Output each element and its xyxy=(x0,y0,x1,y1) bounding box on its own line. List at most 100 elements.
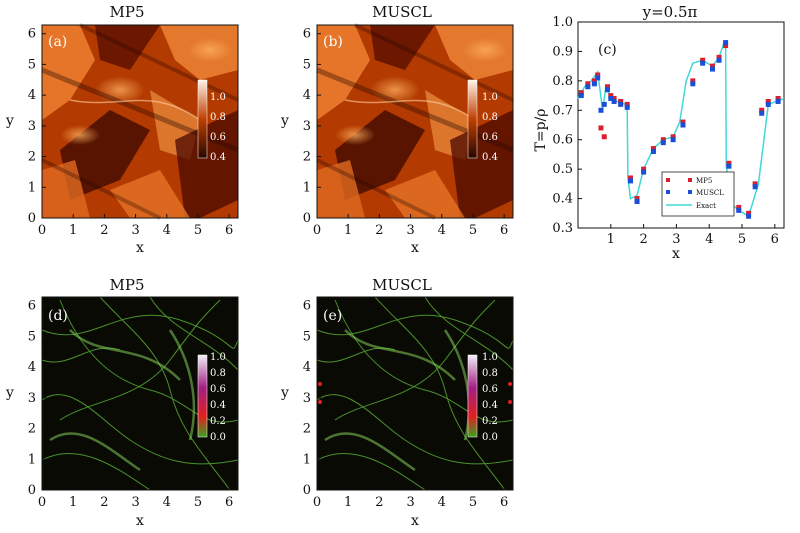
muscl-point xyxy=(680,122,686,128)
chart-ytick-label: 0.4 xyxy=(552,192,573,207)
panel-d-xtick-label: 1 xyxy=(69,495,77,510)
legend-marker-mp5 xyxy=(666,178,670,182)
panel-b-ytick-label: 5 xyxy=(303,57,311,72)
panel-e-xtick-label: 3 xyxy=(406,495,414,510)
panel-e-cbar-tick: 1.0 xyxy=(482,352,498,363)
mp5-point xyxy=(601,134,607,140)
chart-ytick-label: 1.0 xyxy=(552,15,573,30)
chart-ytick-label: 0.6 xyxy=(552,133,573,148)
panel-d-ytick-label: 4 xyxy=(28,360,36,375)
panel-b-frame xyxy=(316,24,514,219)
panel-a-ylabel: y xyxy=(5,113,14,129)
muscl-point xyxy=(608,96,614,102)
panel-d-title: MP5 xyxy=(110,276,145,294)
mp5-point xyxy=(716,54,722,60)
panel-a-ytick-label: 5 xyxy=(28,57,36,72)
panel-b-xlabel: x xyxy=(411,240,419,256)
panel-e-ytick-label: 2 xyxy=(303,422,311,437)
panel-a-ytick-label: 1 xyxy=(28,180,36,195)
mp5-point xyxy=(752,181,758,187)
panel-b-ytick-label: 2 xyxy=(303,150,311,165)
mp5-point xyxy=(578,90,584,96)
chart-panel-label: (c) xyxy=(598,42,617,58)
panel-b-xtick-label: 0 xyxy=(313,223,321,238)
muscl-point xyxy=(775,98,781,104)
panel-a-ytick-label: 0 xyxy=(28,211,36,226)
panel-b-density-muscl: MUSCL (b) 1.0 0.8 0.6 0.4 xyxy=(280,3,514,256)
panel-d-ytick-label: 3 xyxy=(28,391,36,406)
chart-xtick-label: 3 xyxy=(672,232,680,247)
panel-b-xtick-label: 5 xyxy=(469,223,477,238)
muscl-point xyxy=(618,101,624,107)
panel-e-cbar-tick: 0.2 xyxy=(482,416,498,427)
muscl-point xyxy=(650,148,656,154)
mp5-point xyxy=(765,98,771,104)
muscl-point xyxy=(670,137,676,143)
mp5-point xyxy=(736,204,742,210)
muscl-point xyxy=(591,81,597,87)
panel-d-label: (d) xyxy=(48,308,68,324)
panel-d-xlabel: x xyxy=(136,513,144,529)
muscl-point xyxy=(578,93,584,99)
panel-e-cbar-tick: 0.6 xyxy=(482,384,498,395)
panel-e-ytick-label: 1 xyxy=(303,452,311,467)
muscl-point xyxy=(736,207,742,213)
mp5-point xyxy=(690,78,696,84)
panel-b-xtick-label: 1 xyxy=(344,223,352,238)
muscl-point xyxy=(700,60,706,66)
legend-label-exact: Exact xyxy=(696,202,716,210)
muscl-point xyxy=(752,184,758,190)
panel-d-colorbar: 1.0 0.8 0.6 0.4 0.2 0.0 xyxy=(197,352,226,443)
panel-a-xtick-label: 0 xyxy=(38,223,46,238)
mp5-point xyxy=(627,175,633,181)
mp5-point xyxy=(700,57,706,63)
legend-marker-muscl xyxy=(666,190,670,194)
panel-e-label: (e) xyxy=(323,308,342,324)
panel-e-xlabel: x xyxy=(411,513,419,529)
mp5-point xyxy=(775,96,781,102)
chart-axes: 0.3 0.4 0.5 0.6 0.7 0.8 0.9 1.0 1 2 3 4 5 6 xyxy=(552,15,779,247)
panel-e-cbar-tick: 0.0 xyxy=(482,432,498,443)
mp5-point xyxy=(605,84,611,90)
panel-a-cbar-tick: 0.6 xyxy=(210,132,226,143)
mp5-point xyxy=(723,43,729,49)
panel-d-ytick-label: 0 xyxy=(28,483,36,498)
panel-d-frame xyxy=(41,296,239,491)
panel-e-ytick-label: 6 xyxy=(303,299,311,314)
muscl-point xyxy=(660,140,666,146)
panel-d-ytick-label: 2 xyxy=(28,422,36,437)
panel-b-ytick-label: 6 xyxy=(303,27,311,42)
panel-d-xtick-label: 5 xyxy=(194,495,202,510)
panel-b-cbar-tick: 1.0 xyxy=(482,92,498,103)
panel-a-xtick-label: 4 xyxy=(163,223,171,238)
panel-e-ytick-label: 0 xyxy=(303,483,311,498)
panel-e-current-muscl: MUSCL (e) xyxy=(280,276,514,529)
chart-xlabel: x xyxy=(672,246,680,262)
muscl-point xyxy=(709,66,715,72)
panel-e-ytick-label: 4 xyxy=(303,360,311,375)
muscl-point xyxy=(611,98,617,104)
panel-a-ytick-label: 6 xyxy=(28,27,36,42)
panel-a-cbar-tick: 0.4 xyxy=(210,152,226,163)
panel-d-xtick-label: 6 xyxy=(225,495,233,510)
panel-b-xtick-label: 2 xyxy=(375,223,383,238)
panel-e-xtick-label: 6 xyxy=(500,495,508,510)
mp5-point xyxy=(598,125,604,131)
panel-a-heatmap xyxy=(41,23,239,220)
panel-a-colorbar: 1.0 0.8 0.6 0.4 xyxy=(197,79,226,163)
chart-ytick-label: 0.8 xyxy=(552,74,573,89)
mp5-point xyxy=(670,134,676,140)
chart-legend: MP5 MUSCL Exact xyxy=(661,171,735,217)
panel-d-ytick-label: 1 xyxy=(28,452,36,467)
muscl-point xyxy=(624,104,630,110)
panel-b-ytick-label: 1 xyxy=(303,180,311,195)
panel-d-cbar-tick: 0.0 xyxy=(210,432,226,443)
panel-b-cbar-tick: 0.6 xyxy=(482,132,498,143)
panel-d-heatmap xyxy=(41,296,239,491)
panel-b-ytick-label: 3 xyxy=(303,119,311,134)
mp5-point xyxy=(618,98,624,104)
panel-b-label: (b) xyxy=(323,34,343,50)
panel-d-cbar-tick: 0.4 xyxy=(210,400,226,411)
panel-a-xtick-label: 1 xyxy=(69,223,77,238)
